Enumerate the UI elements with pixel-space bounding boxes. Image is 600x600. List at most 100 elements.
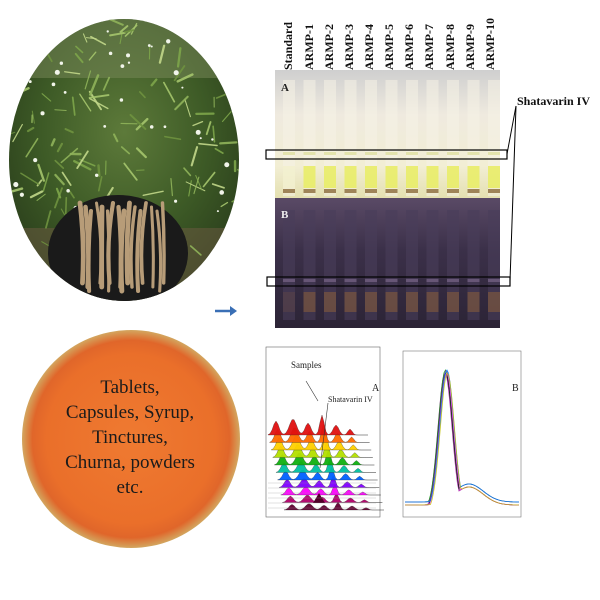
foliage-stroke	[235, 78, 239, 87]
foliage-stroke	[54, 173, 65, 186]
tlc-band-orange	[385, 292, 398, 312]
foliage-stroke	[13, 27, 30, 39]
foliage-stroke	[55, 187, 62, 199]
formulations-text: Tablets, Capsules, Syrup, Tinctures, Chu…	[40, 375, 220, 500]
foliage-stroke	[88, 97, 109, 110]
tlc-band-marker-b	[303, 279, 316, 282]
flower-dot	[33, 158, 38, 163]
flower-dot	[224, 162, 230, 168]
lane-label: ARMP-6	[402, 24, 416, 70]
foliage-stroke	[176, 73, 194, 83]
foliage-stroke	[189, 245, 202, 256]
foliage-stroke	[69, 190, 75, 199]
marker-connectors	[265, 105, 517, 287]
flower-dot	[48, 41, 51, 44]
tlc-band-marker-a	[385, 152, 398, 155]
root-stroke	[149, 205, 155, 289]
foliage-stroke	[123, 162, 138, 181]
foliage-stroke	[28, 47, 49, 52]
foliage-stroke	[29, 190, 44, 199]
flower-dot	[70, 25, 76, 30]
foliage-stroke	[170, 177, 173, 197]
tlc-band-marker-a	[406, 152, 418, 155]
foliage-stroke	[120, 146, 131, 155]
spectra-overlay-panel	[402, 350, 522, 518]
foliage-stroke	[31, 110, 35, 124]
tlc-band-marker-a	[365, 152, 377, 155]
tlc-band-marker-b	[344, 279, 357, 282]
flower-dot	[63, 90, 67, 94]
formulations-circle	[22, 330, 240, 548]
formulation-line: Tinctures,	[92, 427, 168, 448]
band-box-a	[265, 149, 508, 160]
flower-dot	[173, 70, 179, 76]
flower-dot	[199, 137, 202, 140]
foliage-stroke	[74, 52, 84, 64]
tlc-panel-b-label: B	[281, 209, 289, 221]
flower-dot	[103, 124, 107, 128]
root-stroke	[139, 201, 148, 285]
foliage-stroke	[142, 190, 164, 196]
tlc-band-brown	[385, 189, 398, 193]
foliage-stroke	[25, 137, 39, 158]
tlc-band-orange	[426, 292, 439, 312]
lane-label-standard: Standard	[281, 21, 295, 70]
flower-dot	[28, 80, 32, 84]
spectrum-line	[405, 369, 520, 503]
tlc-band-yellow	[385, 166, 398, 188]
flower-dot	[147, 44, 151, 47]
flower-dot	[181, 86, 184, 89]
foliage-stroke	[75, 45, 84, 54]
tlc-band-marker-b	[385, 279, 398, 282]
lane-label: ARMP-4	[362, 24, 376, 70]
flower-dot	[40, 111, 45, 116]
lane-label: ARMP-2	[322, 24, 336, 70]
densitogram-panel-a-label: A	[372, 383, 380, 394]
formulation-line: Capsules, Syrup,	[65, 402, 195, 423]
flower-dot	[19, 192, 24, 197]
tlc-band-marker-a	[447, 152, 459, 155]
tlc-band-yellow	[406, 166, 418, 188]
root-stroke	[135, 208, 143, 294]
lane-label: ARMP-7	[422, 24, 436, 70]
flower-dot	[219, 190, 225, 195]
foliage-stroke	[82, 33, 88, 43]
foliage-stroke	[188, 180, 192, 197]
flower-dot	[223, 33, 228, 38]
foliage-stroke	[174, 95, 189, 111]
foliage-stroke	[88, 51, 97, 61]
foliage-stroke	[50, 138, 56, 147]
flower-dot	[13, 182, 19, 188]
foliage-stroke	[195, 175, 203, 191]
lane-label: ARMP-9	[463, 24, 477, 70]
densitogram-3d-panel	[265, 346, 384, 518]
lane-label: ARMP-5	[382, 24, 396, 70]
foliage-stroke	[221, 37, 228, 46]
flower-dot	[163, 125, 167, 129]
foliage-stroke	[130, 22, 138, 35]
foliage-stroke	[214, 147, 224, 154]
foliage-stroke	[119, 29, 124, 45]
foliage-stroke	[60, 208, 66, 216]
tlc-band-yellow	[303, 166, 316, 188]
foliage-stroke	[231, 216, 239, 233]
lane-label: ARMP-10	[483, 18, 497, 70]
foliage-stroke	[164, 135, 182, 141]
shatavarin-iv-label: Shatavarin IV	[517, 94, 591, 108]
foliage-stroke	[38, 28, 51, 47]
lane-label: ARMP-1	[302, 24, 316, 70]
densitogram-shatavarin-label: Shatavarin IV	[328, 395, 373, 404]
tlc-band-yellow	[365, 166, 377, 188]
tlc-band-yellow	[324, 166, 336, 188]
foliage-stroke	[54, 187, 63, 209]
tlc-band-marker-b	[426, 279, 439, 282]
tlc-band-yellow	[467, 166, 480, 188]
tlc-band-yellow	[488, 166, 500, 188]
tlc-lane-b	[283, 210, 295, 320]
foliage-stroke	[233, 19, 239, 30]
flower-dot	[127, 61, 131, 64]
foliage-stroke	[64, 128, 74, 134]
tlc-band-orange	[488, 292, 500, 312]
root-stroke	[129, 205, 137, 289]
flower-dot	[150, 45, 153, 48]
